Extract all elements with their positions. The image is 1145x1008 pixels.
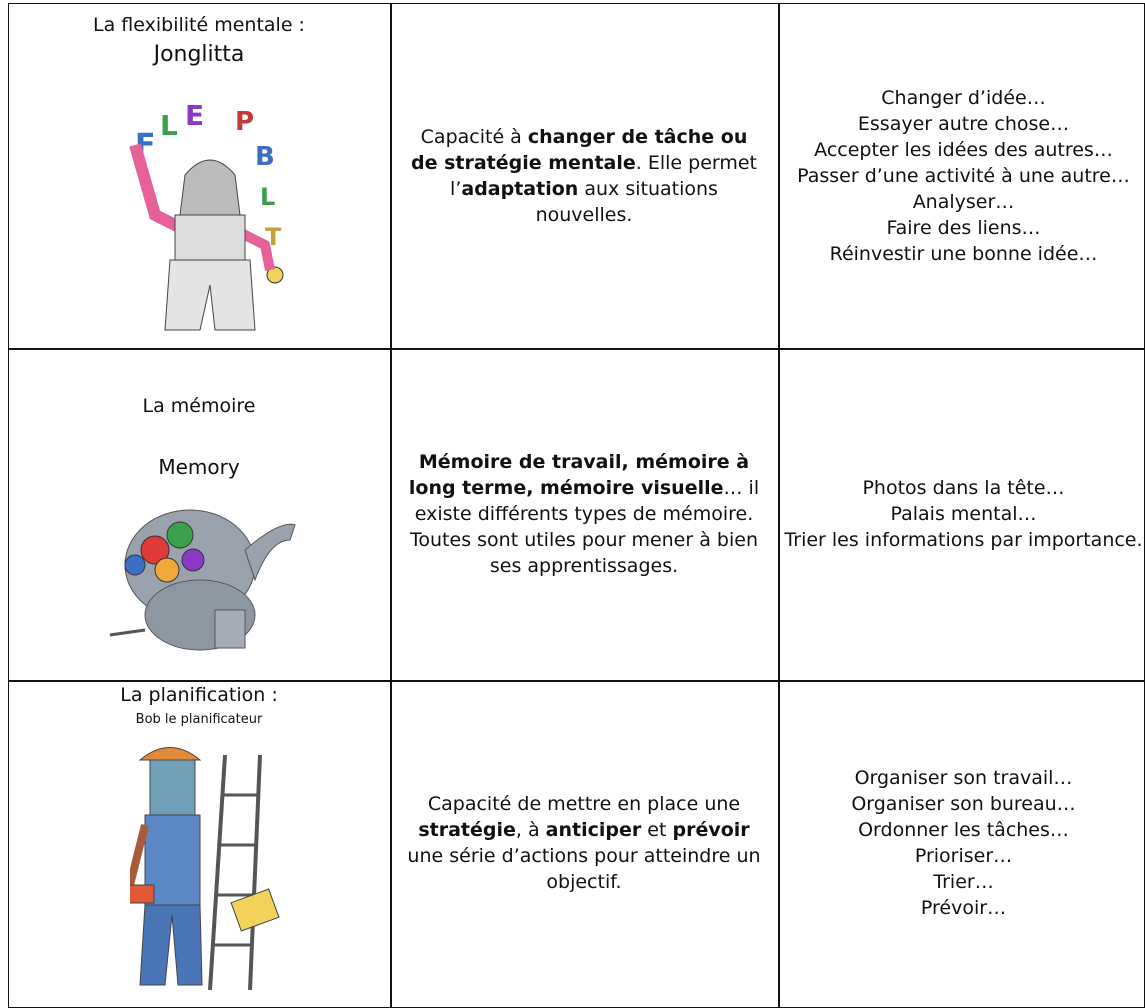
planner-illustration xyxy=(130,747,280,991)
example-item: Prioriser… xyxy=(914,845,1013,867)
example-item: Essayer autre chose… xyxy=(857,112,1070,135)
character-name: Jonglitta xyxy=(153,42,245,67)
description-segment: changer de tâche ou de stratégie mentale xyxy=(410,125,748,174)
table-cell xyxy=(390,680,780,1008)
description: Mémoire de travail, mémoire à long terme… xyxy=(405,348,763,680)
character-name: Memory xyxy=(158,455,240,479)
description-text: Capacité à changer de tâche ou de straté… xyxy=(405,124,763,228)
examples: Organiser son travail… Organiser son bure… xyxy=(782,680,1145,1006)
description-segment: adaptation xyxy=(461,177,579,200)
svg-text:B: B xyxy=(255,142,275,172)
description-text: Capacité de mettre en place une stratégi… xyxy=(405,791,763,895)
elephant-illustration xyxy=(109,509,296,651)
description: Capacité de mettre en place une stratégi… xyxy=(405,680,763,1006)
svg-text:L: L xyxy=(260,183,275,211)
example-item: Ordonner les tâches… xyxy=(858,819,1069,841)
description-segment: anticiper xyxy=(545,819,642,841)
table-cell xyxy=(390,3,780,350)
svg-text:P: P xyxy=(235,107,254,137)
svg-text:L: L xyxy=(160,109,178,142)
table-cell xyxy=(778,348,1145,682)
description-segment: … il existe différents types de mémoire.… xyxy=(410,477,760,577)
description-text: Mémoire de travail, mémoire à long terme… xyxy=(405,449,763,579)
example-item: Passer d’une activité à une autre… xyxy=(797,164,1130,187)
example-item: Trier… xyxy=(933,871,994,893)
row-title: La planification : xyxy=(120,684,278,706)
description-segment: stratégie xyxy=(418,819,516,841)
table-cell xyxy=(8,3,392,350)
description: Capacité à changer de tâche ou de straté… xyxy=(405,3,763,348)
description-segment: Mémoire de travail, mémoire à long terme… xyxy=(408,451,750,499)
description-segment: une série d’actions pour atteindre un ob… xyxy=(407,845,761,893)
table-cell xyxy=(8,348,392,682)
character-name: Bob le planificateur xyxy=(135,712,263,727)
example-item: Organiser son bureau… xyxy=(851,793,1076,815)
examples: Photos dans la tête… Palais mental… Trier … xyxy=(782,348,1145,680)
description-segment: et xyxy=(641,819,673,841)
description-segment: Capacité à xyxy=(420,125,528,148)
row-title: La mémoire xyxy=(142,395,256,417)
svg-text:E: E xyxy=(185,99,204,132)
juggler-illustration: F L E P B L T xyxy=(129,99,284,331)
table-cell xyxy=(778,680,1145,1008)
description-segment: Capacité de mettre en place une xyxy=(427,793,741,815)
example-item: Réinvestir une bonne idée… xyxy=(829,242,1098,265)
example-item: Organiser son travail… xyxy=(854,767,1073,789)
description-segment: . Elle permet l’ xyxy=(450,151,758,200)
table-cell xyxy=(390,348,780,682)
table-cell xyxy=(778,3,1145,350)
description-segment: prévoir xyxy=(672,819,750,841)
example-item: Photos dans la tête… xyxy=(862,477,1065,499)
example-item: Accepter les idées des autres… xyxy=(814,138,1113,161)
table-cell xyxy=(8,680,392,1008)
example-item: Trier les informations par importance. xyxy=(784,529,1143,551)
description-segment: aux situations nouvelles. xyxy=(535,177,718,226)
example-item: Changer d’idée… xyxy=(881,86,1046,109)
example-item: Prévoir… xyxy=(920,897,1007,919)
description-segment: , à xyxy=(515,819,546,841)
example-item: Palais mental… xyxy=(890,503,1037,525)
example-item: Analyser… xyxy=(912,190,1015,213)
example-item: Faire des liens… xyxy=(886,216,1041,239)
row-title: La flexibilité mentale : xyxy=(93,14,305,36)
examples: Changer d’idée… Essayer autre chose… Accep… xyxy=(782,3,1145,348)
